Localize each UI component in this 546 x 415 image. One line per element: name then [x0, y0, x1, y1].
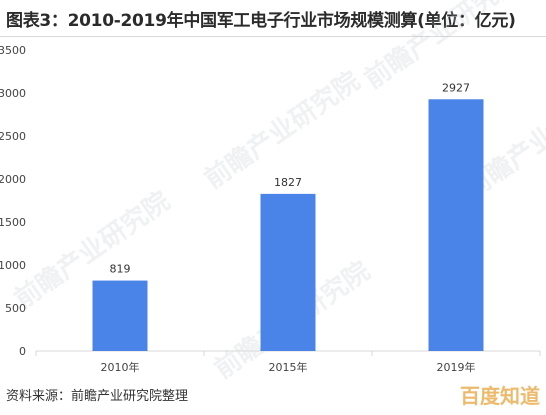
- y-tick-label: 500: [5, 302, 26, 315]
- bar-value-label: 819: [110, 263, 131, 276]
- y-tick-label: 2000: [0, 173, 26, 186]
- x-tick-label: 2019年: [437, 360, 476, 374]
- chart-title: 图表3：2010-2019年中国军工电子行业市场规模测算(单位：亿元): [6, 11, 516, 31]
- bar: [260, 193, 316, 351]
- y-tick-label: 2500: [0, 130, 26, 143]
- x-axis: 2010年 2015年 2019年: [35, 350, 541, 374]
- bar: [92, 280, 148, 351]
- title-divider: [0, 36, 546, 37]
- y-axis: 0 500 1000 1500 2000 2500 3000 3500: [0, 44, 26, 358]
- data-labels: 819 1827 2927: [110, 81, 471, 275]
- bar: [428, 99, 484, 351]
- source-note: 资料来源：前瞻产业研究院整理: [6, 389, 189, 404]
- bars: [92, 99, 484, 351]
- y-tick-label: 3500: [0, 44, 26, 57]
- y-tick-label: 1000: [0, 259, 26, 272]
- bar-value-label: 1827: [274, 176, 302, 189]
- corner-watermark: 百度知道: [460, 384, 540, 408]
- bar-value-label: 2927: [442, 81, 470, 94]
- y-tick-label: 1500: [0, 216, 26, 229]
- x-tick-label: 2010年: [101, 360, 140, 374]
- y-tick-label: 3000: [0, 87, 26, 100]
- y-tick-label: 0: [19, 345, 26, 358]
- x-tick-label: 2015年: [269, 360, 308, 374]
